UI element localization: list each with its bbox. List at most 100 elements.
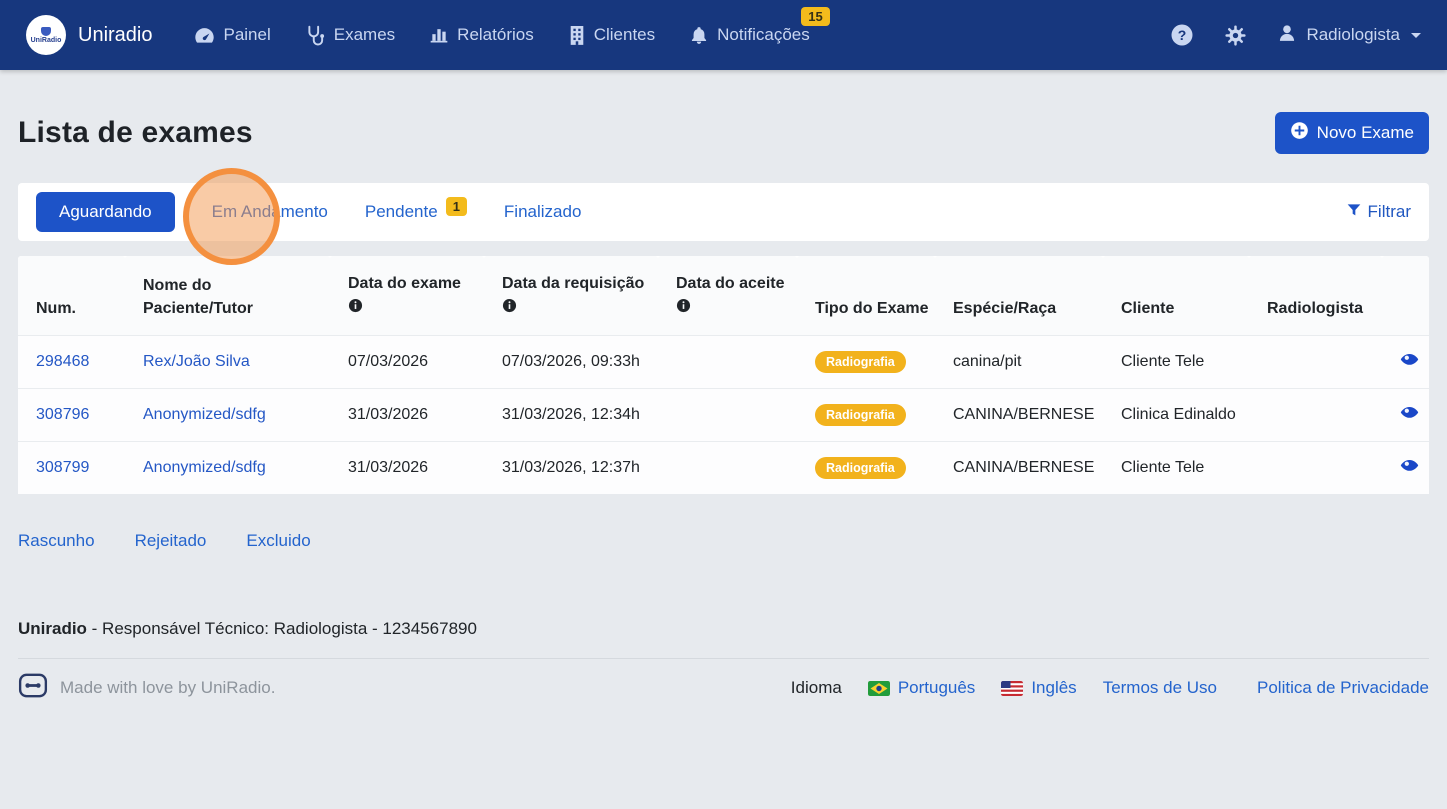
col-cliente: Cliente bbox=[1103, 256, 1249, 336]
client-name: Cliente Tele bbox=[1103, 335, 1249, 389]
view-exam-eye-icon[interactable] bbox=[1400, 457, 1419, 479]
info-icon[interactable] bbox=[502, 297, 517, 320]
nav-item-clientes[interactable]: Clientes bbox=[568, 19, 655, 51]
col-data-exame: Data do exame bbox=[330, 256, 484, 336]
footer-brand: Uniradio bbox=[18, 619, 87, 639]
page-title: Lista de exames bbox=[18, 116, 253, 149]
bell-icon bbox=[689, 25, 709, 46]
footer-divider bbox=[18, 658, 1429, 660]
footer-info-text: - Responsável Técnico: Radiologista - 12… bbox=[86, 619, 477, 639]
nav-item-painel[interactable]: Painel bbox=[194, 19, 271, 51]
link-rascunho[interactable]: Rascunho bbox=[18, 531, 95, 551]
table-header: Num. Nome do Paciente/Tutor Data do exam… bbox=[18, 256, 1429, 336]
accept-date bbox=[658, 388, 797, 442]
info-icon[interactable] bbox=[676, 297, 691, 320]
info-icon[interactable] bbox=[348, 297, 363, 320]
col-tipo-exame: Tipo do Exame bbox=[797, 256, 935, 336]
exam-type-badge: Radiografia bbox=[815, 351, 906, 374]
link-excluido[interactable]: Excluido bbox=[246, 531, 311, 551]
user-menu-label: Radiologista bbox=[1306, 25, 1400, 44]
user-icon bbox=[1277, 23, 1297, 48]
notifications-count-badge: 15 bbox=[801, 6, 830, 27]
patient-link[interactable]: Anonymized/sdfg bbox=[143, 459, 266, 477]
species-breed: CANINA/BERNESE bbox=[935, 441, 1103, 495]
exam-date: 07/03/2026 bbox=[330, 335, 484, 389]
filter-label: Filtrar bbox=[1367, 202, 1411, 221]
top-navbar: UniRadio Uniradio Painel Exames Relatóri… bbox=[0, 0, 1447, 70]
page-header: Lista de exames Novo Exame bbox=[18, 112, 1429, 154]
exam-type-badge: Radiografia bbox=[815, 404, 906, 427]
request-date: 31/03/2026, 12:37h bbox=[484, 441, 658, 495]
bone-tag-icon bbox=[18, 672, 48, 704]
language-label: Idioma bbox=[790, 678, 842, 698]
filter-button[interactable]: Filtrar bbox=[1346, 202, 1411, 223]
brand-home-link[interactable]: UniRadio Uniradio bbox=[26, 15, 152, 55]
radiologist-name bbox=[1249, 388, 1382, 442]
exam-type-badge: Radiografia bbox=[815, 457, 906, 480]
tab-pendente[interactable]: Pendente 1 bbox=[365, 196, 467, 222]
new-exam-label: Novo Exame bbox=[1316, 123, 1414, 142]
exam-number-link[interactable]: 308799 bbox=[36, 459, 90, 477]
view-exam-eye-icon[interactable] bbox=[1400, 404, 1419, 426]
status-tabbar: Aguardando Em Andamento Pendente 1 Final… bbox=[18, 183, 1429, 241]
privacy-policy-link[interactable]: Politica de Privacidade bbox=[1257, 678, 1429, 698]
nav-item-label: Exames bbox=[333, 25, 396, 44]
language-portugues-link[interactable]: Português bbox=[867, 678, 975, 698]
view-exam-eye-icon[interactable] bbox=[1400, 351, 1419, 373]
chevron-down-icon bbox=[1411, 32, 1421, 38]
logo-shield-icon bbox=[41, 26, 51, 36]
help-button[interactable]: ? bbox=[1170, 23, 1194, 47]
plus-circle-icon bbox=[1290, 121, 1309, 145]
main-menu: Painel Exames Relatórios Clientes Notifi… bbox=[194, 6, 830, 52]
brazil-flag-icon bbox=[867, 680, 890, 696]
exam-number-link[interactable]: 298468 bbox=[36, 353, 90, 371]
client-name: Clinica Edinaldo bbox=[1103, 388, 1249, 442]
col-especie-raca: Espécie/Raça bbox=[935, 256, 1103, 336]
footer-bottom: Made with love by UniRadio. Idioma Portu… bbox=[18, 672, 1429, 704]
accept-date bbox=[658, 441, 797, 495]
footer-links: Idioma Português Inglês Termos de Uso Po… bbox=[791, 678, 1429, 698]
col-data-requisicao: Data da requisição bbox=[484, 256, 658, 336]
user-menu[interactable]: Radiologista bbox=[1277, 23, 1421, 48]
species-breed: canina/pit bbox=[935, 335, 1103, 389]
pendente-count-badge: 1 bbox=[445, 196, 467, 216]
nav-item-label: Clientes bbox=[593, 25, 656, 44]
terms-of-use-link[interactable]: Termos de Uso bbox=[1102, 678, 1218, 698]
funnel-icon bbox=[1346, 202, 1362, 223]
tab-em-andamento[interactable]: Em Andamento bbox=[211, 202, 328, 221]
table-row: 308796 Anonymized/sdfg 31/03/2026 31/03/… bbox=[18, 388, 1429, 442]
exams-table: Num. Nome do Paciente/Tutor Data do exam… bbox=[18, 256, 1429, 495]
nav-item-label: Relatórios bbox=[457, 25, 534, 44]
us-flag-icon bbox=[1001, 680, 1024, 696]
uniradio-logo: UniRadio bbox=[26, 15, 66, 55]
radiologist-name bbox=[1249, 335, 1382, 389]
tab-finalizado[interactable]: Finalizado bbox=[503, 202, 582, 221]
request-date: 31/03/2026, 12:34h bbox=[484, 388, 658, 442]
stethoscope-icon bbox=[305, 25, 326, 46]
nav-item-exames[interactable]: Exames bbox=[305, 19, 395, 52]
exam-date: 31/03/2026 bbox=[330, 388, 484, 442]
table-row: 308799 Anonymized/sdfg 31/03/2026 31/03/… bbox=[18, 441, 1429, 495]
made-with-text: Made with love by UniRadio. bbox=[60, 678, 276, 698]
settings-gear-button[interactable] bbox=[1224, 24, 1247, 47]
patient-link[interactable]: Rex/João Silva bbox=[143, 353, 250, 371]
language-ingles-link[interactable]: Inglês bbox=[1001, 678, 1077, 698]
nav-item-label: Notificações bbox=[717, 25, 810, 44]
building-icon bbox=[568, 25, 586, 45]
new-exam-button[interactable]: Novo Exame bbox=[1274, 112, 1429, 154]
exam-number-link[interactable]: 308796 bbox=[36, 406, 90, 424]
link-rejeitado[interactable]: Rejeitado bbox=[134, 531, 207, 551]
navbar-right: ? Radiologista bbox=[1170, 23, 1421, 48]
made-with-love: Made with love by UniRadio. bbox=[18, 672, 275, 704]
col-actions bbox=[1382, 256, 1429, 336]
col-num: Num. bbox=[18, 256, 125, 336]
nav-item-notificacoes[interactable]: Notificações 15 bbox=[689, 6, 830, 52]
exam-date: 31/03/2026 bbox=[330, 441, 484, 495]
tab-aguardando[interactable]: Aguardando bbox=[36, 192, 175, 232]
patient-link[interactable]: Anonymized/sdfg bbox=[143, 406, 266, 424]
col-data-aceite: Data do aceite bbox=[658, 256, 797, 336]
svg-text:?: ? bbox=[1178, 27, 1187, 43]
secondary-status-links: Rascunho Rejeitado Excluido bbox=[18, 531, 1429, 551]
nav-item-relatorios[interactable]: Relatórios bbox=[429, 19, 534, 51]
